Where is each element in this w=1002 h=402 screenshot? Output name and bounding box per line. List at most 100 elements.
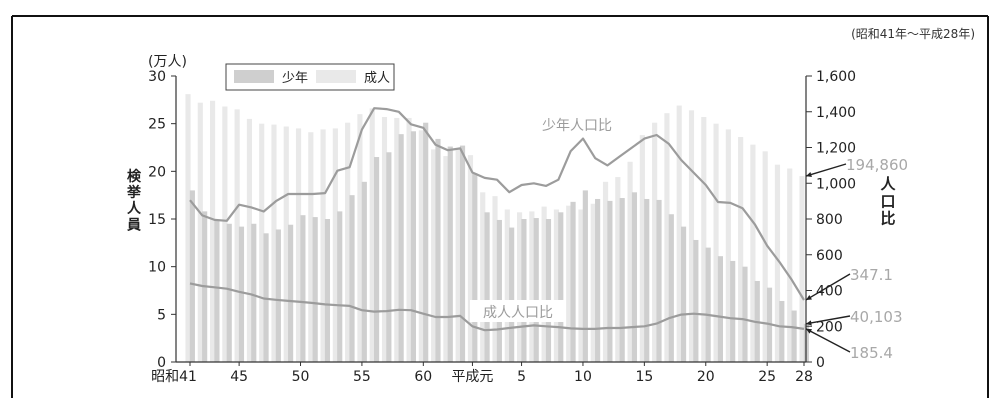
bar-juvenile: [484, 212, 490, 362]
annotation-arrowhead: [806, 320, 812, 326]
bar-juvenile: [459, 145, 466, 362]
bar-juvenile: [730, 260, 736, 362]
x-tick-label: 55: [353, 369, 371, 385]
annotation-arrowhead: [806, 328, 812, 334]
bar-juvenile: [337, 211, 343, 362]
bar-adult: [455, 148, 461, 362]
left-tick-label: 10: [148, 260, 166, 276]
bar-juvenile: [693, 239, 699, 362]
series-line: [189, 107, 805, 301]
bar-juvenile: [558, 212, 564, 362]
legend-swatch-adult: [316, 70, 356, 83]
bar-juvenile: [595, 198, 601, 362]
left-tick-label: 15: [148, 212, 166, 228]
bar-adult: [701, 116, 707, 362]
bar-adult: [443, 156, 449, 362]
bar-juvenile: [472, 173, 478, 362]
x-tick-label: 20: [697, 369, 715, 385]
bar-adult: [259, 123, 265, 363]
bar-adult: [381, 116, 388, 362]
bar-adult: [467, 155, 474, 362]
x-tick-label: 平成元: [451, 369, 493, 385]
bar-adult: [246, 118, 252, 363]
bar-adult: [431, 149, 437, 362]
annotation-arrow: [805, 163, 847, 177]
bar-adult: [185, 94, 191, 362]
annotation-arrowhead: [806, 172, 812, 178]
bar-juvenile: [791, 310, 797, 362]
right-tick-label: 1,400: [816, 105, 856, 121]
bar-juvenile: [386, 152, 392, 362]
bar-juvenile: [374, 157, 380, 362]
left-tick-label: 25: [148, 117, 166, 133]
bar-adult: [308, 132, 314, 362]
bar-juvenile: [435, 138, 441, 362]
bars-group: [185, 94, 809, 363]
bar-juvenile: [631, 192, 638, 362]
bar-adult: [652, 122, 658, 362]
axes-group: 0 5 10 15 20 25 30 0 200 400 600 800 1,000 1,200 1,400…: [148, 69, 856, 385]
adult-ratio-label-bg: [470, 300, 566, 322]
left-unit-label: (万人): [148, 54, 187, 70]
annotation-arrow: [805, 273, 851, 301]
bar-adult: [615, 177, 621, 362]
bar-adult: [517, 212, 523, 362]
bar-adult: [578, 209, 584, 362]
bar-adult: [627, 161, 633, 362]
period-note: (昭和41年～平成28年): [851, 27, 975, 41]
bar-adult: [271, 124, 277, 363]
bar-juvenile: [570, 201, 576, 362]
bar-adult: [664, 113, 670, 363]
bar-adult: [738, 137, 744, 362]
x-tick-label: 50: [292, 369, 310, 385]
bar-adult: [590, 203, 596, 362]
bar-adult: [774, 164, 781, 362]
x-tick-label: 10: [574, 369, 592, 385]
bar-adult: [394, 117, 400, 363]
bar-juvenile: [447, 146, 453, 362]
bar-adult: [566, 205, 572, 362]
x-tick-label: 28: [795, 369, 813, 385]
bar-adult: [210, 100, 216, 362]
bar-juvenile: [349, 195, 355, 362]
annotation-arrowhead: [806, 294, 812, 300]
x-tick-label: 昭和41: [151, 369, 197, 385]
bar-juvenile: [509, 227, 515, 362]
right-tick-label: 1,600: [816, 69, 856, 85]
bar-juvenile: [717, 256, 723, 362]
adult-ratio-label: 成人人口比: [483, 305, 553, 321]
bar-juvenile: [644, 198, 650, 362]
right-tick-label: 1,200: [816, 141, 856, 157]
bar-adult: [504, 209, 510, 362]
bar-adult: [492, 196, 498, 362]
bar-adult: [541, 206, 547, 362]
bar-adult: [787, 168, 793, 362]
bar-adult: [197, 102, 203, 363]
bar-juvenile: [324, 219, 331, 362]
bar-juvenile: [607, 200, 613, 362]
bar-juvenile: [521, 219, 527, 362]
bar-juvenile: [545, 219, 552, 362]
x-tick-label: 45: [230, 369, 248, 385]
right-tick-label: 800: [816, 212, 843, 228]
bar-adult: [369, 108, 375, 362]
bar-adult: [222, 106, 228, 362]
bar-adult: [713, 123, 719, 363]
juvenile-ratio-label-bg: [538, 114, 616, 134]
x-tick-label: 15: [635, 369, 653, 385]
bar-juvenile: [238, 226, 245, 362]
bar-adult: [345, 122, 351, 362]
bar-adult: [332, 128, 338, 362]
bar-juvenile: [668, 214, 674, 362]
x-tick-label: 25: [758, 369, 776, 385]
annotation-label: 194,860: [846, 156, 908, 174]
bar-juvenile: [582, 190, 588, 362]
bar-adult: [725, 129, 731, 362]
bar-juvenile: [398, 134, 404, 362]
bar-juvenile: [312, 217, 318, 362]
legend-label-juvenile: 少年: [282, 71, 308, 86]
bar-juvenile: [214, 219, 220, 362]
legend-label-adult: 成人: [364, 71, 390, 86]
bar-juvenile: [619, 198, 625, 362]
